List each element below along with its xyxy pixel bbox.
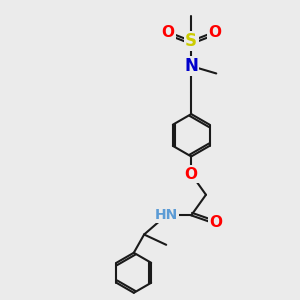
- Text: O: O: [185, 167, 198, 182]
- Text: O: O: [209, 215, 222, 230]
- Text: O: O: [161, 25, 175, 40]
- Text: O: O: [208, 25, 221, 40]
- Text: HN: HN: [154, 208, 178, 222]
- Text: S: S: [185, 32, 197, 50]
- Text: N: N: [184, 57, 198, 75]
